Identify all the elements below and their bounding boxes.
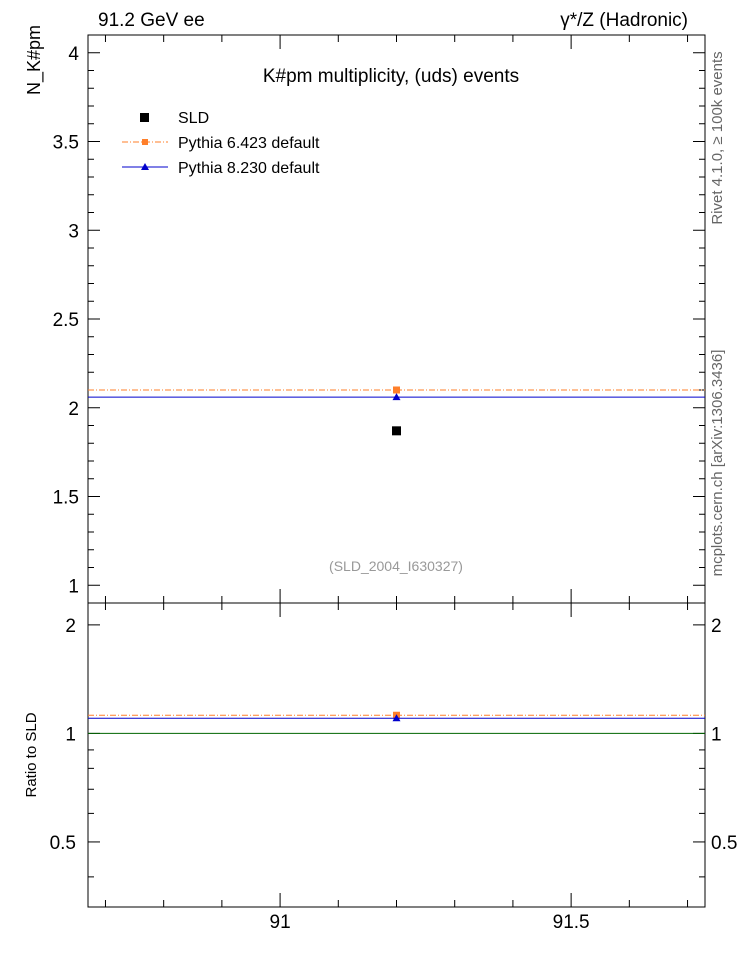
legend-marker-sld bbox=[140, 113, 149, 122]
ratio-y-tick-label: 2 bbox=[65, 616, 76, 637]
ratio-axes: 91 91.5 0.5 0.5 1 1 2 2 bbox=[50, 603, 737, 933]
process-label: γ*/Z (Hadronic) bbox=[560, 10, 688, 31]
main-y-tick-label: 1 bbox=[68, 576, 79, 597]
main-data-marks bbox=[88, 386, 705, 436]
legend-label-sld: SLD bbox=[178, 110, 209, 127]
main-y-tick-label: 4 bbox=[68, 44, 79, 65]
mcplots-label: mcplots.cern.ch [arXiv:1306.3436] bbox=[709, 350, 726, 577]
main-y-tick-label: 3 bbox=[68, 221, 79, 242]
legend-entry-pythia6: Pythia 6.423 default bbox=[122, 135, 320, 152]
ratio-y-tick-label: 0.5 bbox=[50, 833, 76, 854]
legend-marker-pythia6 bbox=[142, 139, 148, 145]
main-y-label: N_K#pm bbox=[24, 25, 45, 95]
main-y-tick-label: 1.5 bbox=[53, 488, 79, 509]
main-y-tick-label: 2.5 bbox=[53, 310, 79, 331]
ratio-y-label: Ratio to SLD bbox=[23, 712, 40, 797]
analysis-watermark: (SLD_2004_I630327) bbox=[329, 558, 463, 574]
legend-entry-sld: SLD bbox=[140, 110, 209, 127]
x-tick-label: 91.5 bbox=[553, 912, 590, 933]
x-tick-label: 91 bbox=[270, 912, 291, 933]
main-point-pythia8 bbox=[392, 393, 401, 401]
ratio-point-pythia8 bbox=[392, 714, 401, 722]
main-y-tick-label: 2 bbox=[68, 399, 79, 420]
ratio-y-tick-label-right: 0.5 bbox=[711, 833, 737, 854]
legend-entry-pythia8: Pythia 8.230 default bbox=[122, 160, 320, 177]
main-y-tick-label: 3.5 bbox=[53, 133, 79, 154]
energy-label: 91.2 GeV ee bbox=[98, 10, 205, 31]
legend-label-pythia8: Pythia 8.230 default bbox=[178, 160, 320, 177]
legend-label-pythia6: Pythia 6.423 default bbox=[178, 135, 320, 152]
main-point-pythia6 bbox=[393, 386, 400, 394]
main-title: K#pm multiplicity, (uds) events bbox=[263, 66, 519, 87]
main-axes: 1 1.5 2 2.5 3 3.5 4 bbox=[53, 35, 705, 603]
ratio-y-tick-label-right: 2 bbox=[711, 616, 722, 637]
rivet-label: Rivet 4.1.0, ≥ 100k events bbox=[709, 51, 726, 224]
legend-marker-pythia8 bbox=[141, 163, 149, 170]
ratio-y-tick-label-right: 1 bbox=[711, 724, 722, 745]
main-point-sld bbox=[392, 426, 401, 436]
ratio-y-tick-label: 1 bbox=[65, 724, 76, 745]
ratio-plot-frame bbox=[87, 602, 706, 908]
ratio-data-marks bbox=[88, 711, 705, 734]
legend: SLD Pythia 6.423 default Pythia 8.230 de… bbox=[122, 110, 320, 177]
